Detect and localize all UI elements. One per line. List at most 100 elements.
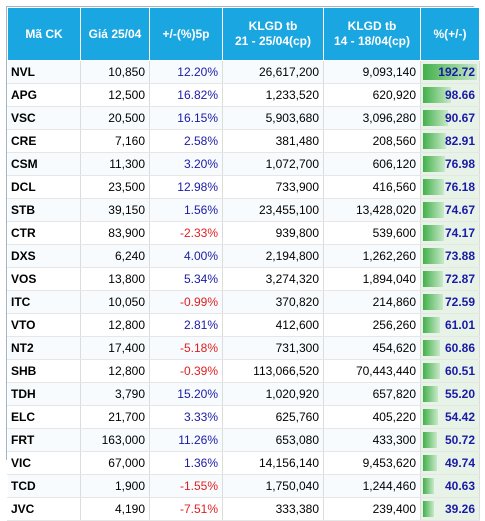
stock-table-container: Mã CK Giá 25/04 +/-(%)5p KLGD tb 21 - 25… bbox=[6, 6, 480, 521]
cell-pct: 39.26 bbox=[420, 497, 480, 521]
cell-vol1: 733,900 bbox=[222, 175, 324, 199]
cell-vol1: 370,820 bbox=[222, 290, 324, 314]
cell-vol2: 539,600 bbox=[323, 221, 421, 245]
cell-change: 2.81% bbox=[149, 313, 223, 337]
cell-change: 1.36% bbox=[149, 451, 223, 475]
pct-bar bbox=[423, 133, 446, 149]
cell-vol2: 9,093,140 bbox=[323, 60, 421, 84]
pct-bar bbox=[423, 110, 448, 126]
pct-bar bbox=[423, 432, 437, 448]
header-vol2-line1: KLGD tb bbox=[347, 19, 397, 33]
cell-price: 17,400 bbox=[80, 336, 150, 360]
cell-pct: 82.91 bbox=[420, 129, 480, 153]
pct-bar bbox=[423, 179, 444, 195]
table-row: DXS 6,240 4.00% 2,194,800 1,262,260 73.88 bbox=[7, 244, 480, 268]
table-row: CRE 7,160 2.58% 381,480 208,560 82.91 bbox=[7, 129, 480, 153]
cell-pct: 60.51 bbox=[420, 359, 480, 383]
pct-value: 54.42 bbox=[444, 410, 475, 424]
pct-bar bbox=[423, 64, 477, 80]
cell-ck: VOS bbox=[7, 267, 81, 291]
pct-value: 76.18 bbox=[444, 180, 475, 194]
cell-pct: 76.98 bbox=[420, 152, 480, 176]
cell-change: 2.58% bbox=[149, 129, 223, 153]
cell-price: 23,500 bbox=[80, 175, 150, 199]
pct-bar bbox=[423, 455, 437, 471]
cell-price: 1,900 bbox=[80, 474, 150, 498]
pct-value: 72.59 bbox=[444, 295, 475, 309]
table-row: APG 12,500 16.82% 1,233,520 620,920 98.66 bbox=[7, 83, 480, 107]
header-vol2: KLGD tb 14 - 18/04(cp) bbox=[323, 7, 421, 61]
cell-price: 12,800 bbox=[80, 359, 150, 383]
cell-ck: JVC bbox=[7, 497, 81, 521]
cell-pct: 74.67 bbox=[420, 198, 480, 222]
pct-value: 49.74 bbox=[444, 456, 475, 470]
table-row: VTO 12,800 2.81% 412,600 256,260 61.01 bbox=[7, 313, 480, 337]
cell-change: 11.26% bbox=[149, 428, 223, 452]
cell-price: 39,150 bbox=[80, 198, 150, 222]
table-header-row: Mã CK Giá 25/04 +/-(%)5p KLGD tb 21 - 25… bbox=[7, 7, 480, 61]
cell-pct: 76.18 bbox=[420, 175, 480, 199]
cell-vol1: 5,903,680 bbox=[222, 106, 324, 130]
pct-value: 98.66 bbox=[444, 88, 475, 102]
table-row: NVL 10,850 12.20% 26,617,200 9,093,140 192.72 bbox=[7, 60, 480, 84]
pct-bar bbox=[423, 478, 434, 494]
cell-vol2: 208,560 bbox=[323, 129, 421, 153]
cell-change: 16.15% bbox=[149, 106, 223, 130]
cell-ck: CRE bbox=[7, 129, 81, 153]
cell-pct: 72.59 bbox=[420, 290, 480, 314]
pct-bar bbox=[423, 340, 440, 356]
table-body: NVL 10,850 12.20% 26,617,200 9,093,140 192.72… bbox=[7, 60, 480, 521]
pct-value: 82.91 bbox=[444, 134, 475, 148]
cell-price: 20,500 bbox=[80, 106, 150, 130]
cell-change: 3.20% bbox=[149, 152, 223, 176]
table-row: TCD 1,900 -1.55% 1,750,040 1,244,460 40.63 bbox=[7, 474, 480, 498]
table-row: VIC 67,000 1.36% 14,156,140 9,453,620 49.74 bbox=[7, 451, 480, 475]
cell-price: 163,000 bbox=[80, 428, 150, 452]
cell-vol1: 731,300 bbox=[222, 336, 324, 360]
table-row: CSM 11,300 3.20% 1,072,700 606,120 76.98 bbox=[7, 152, 480, 176]
pct-value: 61.01 bbox=[444, 318, 475, 332]
pct-value: 74.17 bbox=[444, 226, 475, 240]
cell-ck: FRT bbox=[7, 428, 81, 452]
cell-vol1: 14,156,140 bbox=[222, 451, 324, 475]
cell-ck: NVL bbox=[7, 60, 81, 84]
cell-price: 12,800 bbox=[80, 313, 150, 337]
header-vol2-line2: 14 - 18/04(cp) bbox=[333, 34, 411, 48]
table-row: ITC 10,050 -0.99% 370,820 214,860 72.59 bbox=[7, 290, 480, 314]
pct-bar bbox=[423, 409, 438, 425]
pct-value: 55.20 bbox=[444, 387, 475, 401]
table-row: NT2 17,400 -5.18% 731,300 454,620 60.86 bbox=[7, 336, 480, 360]
header-price: Giá 25/04 bbox=[80, 7, 150, 61]
cell-vol1: 23,455,100 bbox=[222, 198, 324, 222]
cell-ck: TCD bbox=[7, 474, 81, 498]
cell-pct: 74.17 bbox=[420, 221, 480, 245]
header-vol1: KLGD tb 21 - 25/04(cp) bbox=[222, 7, 324, 61]
pct-bar bbox=[423, 248, 444, 264]
cell-vol2: 239,400 bbox=[323, 497, 421, 521]
cell-vol2: 1,262,260 bbox=[323, 244, 421, 268]
pct-value: 74.67 bbox=[444, 203, 475, 217]
cell-ck: VTO bbox=[7, 313, 81, 337]
cell-vol1: 625,760 bbox=[222, 405, 324, 429]
cell-price: 12,500 bbox=[80, 83, 150, 107]
pct-value: 50.72 bbox=[444, 433, 475, 447]
cell-pct: 50.72 bbox=[420, 428, 480, 452]
cell-price: 3,790 bbox=[80, 382, 150, 406]
pct-bar bbox=[423, 202, 444, 218]
table-row: DCL 23,500 12.98% 733,900 416,560 76.18 bbox=[7, 175, 480, 199]
cell-vol2: 13,428,020 bbox=[323, 198, 421, 222]
cell-vol1: 333,380 bbox=[222, 497, 324, 521]
cell-vol2: 454,620 bbox=[323, 336, 421, 360]
pct-value: 90.67 bbox=[444, 111, 475, 125]
cell-pct: 49.74 bbox=[420, 451, 480, 475]
cell-change: 5.34% bbox=[149, 267, 223, 291]
pct-bar bbox=[423, 225, 444, 241]
cell-change: 16.82% bbox=[149, 83, 223, 107]
cell-ck: CSM bbox=[7, 152, 81, 176]
cell-vol2: 256,260 bbox=[323, 313, 421, 337]
pct-value: 73.88 bbox=[444, 249, 475, 263]
pct-bar bbox=[423, 87, 451, 103]
table-row: VSC 20,500 16.15% 5,903,680 3,096,280 90.67 bbox=[7, 106, 480, 130]
table-row: SHB 12,800 -0.39% 113,066,520 70,443,440 60.5… bbox=[7, 359, 480, 383]
header-ck: Mã CK bbox=[7, 7, 81, 61]
